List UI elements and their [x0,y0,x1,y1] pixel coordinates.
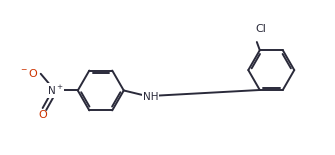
Text: O: O [39,111,47,120]
Text: NH: NH [143,92,158,102]
Text: $^-$O: $^-$O [19,67,39,79]
Text: Cl: Cl [256,24,267,34]
Text: N$^+$: N$^+$ [47,84,63,97]
